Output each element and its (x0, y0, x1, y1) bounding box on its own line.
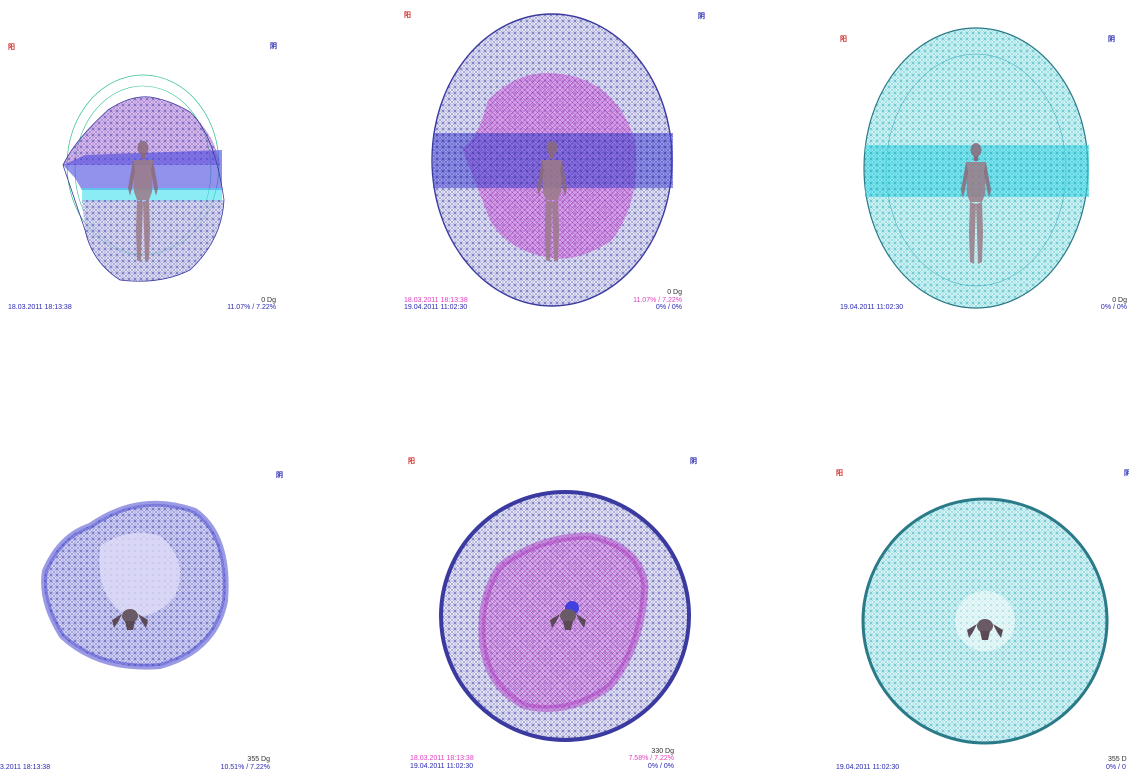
yang-label: 阳 (408, 457, 415, 465)
panel-5-top-view: 阳 阴 18.03.2011 18:13:38 19.04.2011 11:02… (380, 386, 750, 771)
yin-label: 阴 (276, 471, 283, 479)
panel-6-top-view: 阳 阴 19.04.2011 11:02:30 355 D 0% / 0 (760, 386, 1129, 771)
panel-5-values-2: 0% / 0% (647, 763, 674, 770)
panel-3-values: 0% / 0% (1100, 304, 1127, 311)
panel-3-front-view: 阳 阴 19.04.2011 11:02:30 0 Dg 0% / 0% (760, 0, 1129, 385)
aura-mesh-front (431, 13, 673, 307)
yang-label: 阳 (840, 35, 847, 43)
panel-3-date: 19.04.2011 11:02:30 (840, 304, 904, 311)
panel-2-date-1: 18.03.2011 18:13:38 (404, 297, 468, 304)
aura-mesh-top (41, 500, 229, 670)
panel-2-values-1: 11.07% / 7.22% (633, 297, 682, 304)
panel-5-values-1: 7.58% / 7.22% (628, 755, 674, 762)
panel-4-values: 10.51% / 7.22% (220, 764, 270, 771)
panel-1-front-view: 阳 阴 18.03.2011 18:13:38 0 Dg 11.07% / 7.… (0, 0, 376, 385)
panel-4-angle: 355 Dg (247, 756, 270, 763)
yin-label: 阴 (698, 12, 705, 20)
panel-1-angle: 0 Dg (261, 297, 276, 304)
panel-2-angle: 0 Dg (667, 289, 682, 296)
panel-6-date: 19.04.2011 11:02:30 (836, 764, 900, 771)
panel-1-date: 18.03.2011 18:13:38 (8, 304, 72, 311)
aura-mesh-top (861, 497, 1109, 745)
panel-1-values: 11.07% / 7.22% (227, 304, 276, 311)
panel-2-front-view: 阳 阴 18.03.2011 18:13:38 19.04.2011 11:02… (380, 0, 750, 385)
yang-label: 阳 (404, 11, 411, 19)
panel-2-values-2: 0% / 0% (655, 304, 682, 311)
yin-label: 阴 (1124, 469, 1129, 477)
panel-2-date-2: 19.04.2011 11:02:30 (404, 304, 468, 311)
yang-label: 阳 (836, 469, 843, 477)
aura-mesh-top (439, 490, 691, 742)
panel-6-values: 0% / 0 (1106, 764, 1126, 771)
yin-label: 阴 (1108, 35, 1115, 43)
yang-label: 阳 (8, 43, 15, 51)
yin-label: 阴 (270, 42, 277, 50)
panel-4-date: 3.2011 18:13:38 (0, 764, 51, 771)
panel-6-angle: 355 D (1108, 756, 1127, 763)
panel-3-angle: 0 Dg (1112, 297, 1127, 304)
aura-mesh-front (62, 74, 225, 282)
aura-mesh-front (863, 27, 1089, 309)
panel-5-date-2: 19.04.2011 11:02:30 (410, 763, 474, 770)
panel-5-date-1: 18.03.2011 18:13:38 (410, 755, 474, 762)
yin-label: 阴 (690, 457, 697, 465)
panel-4-top-view: 阴 3.2011 18:13:38 355 Dg 10.51% / 7.22% (0, 386, 376, 771)
panel-5-angle: 330 Dg (651, 748, 674, 755)
